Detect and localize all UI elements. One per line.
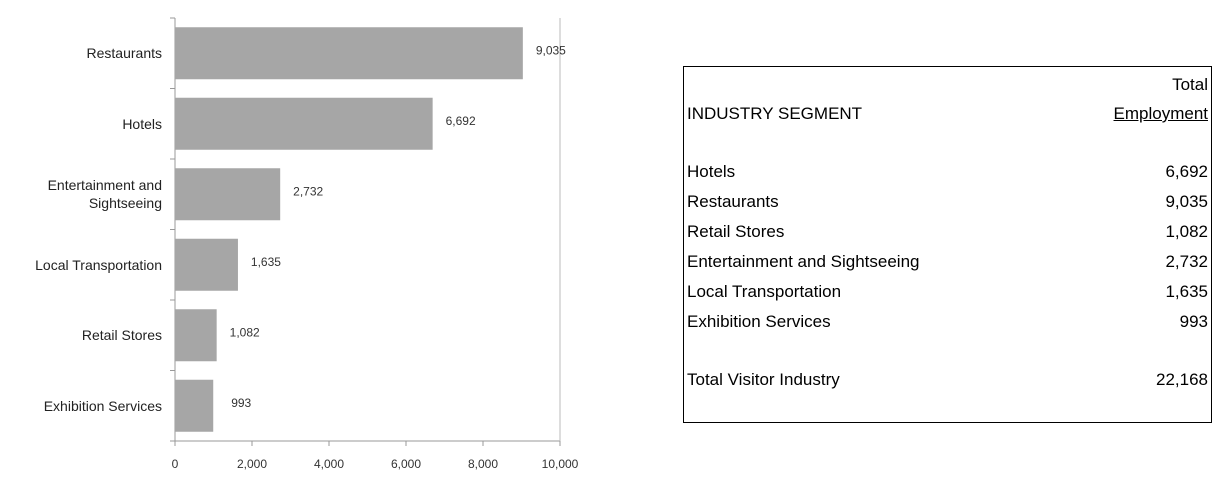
x-tick-label: 6,000 <box>391 457 421 471</box>
x-tick-label: 2,000 <box>237 457 267 471</box>
row-value: 1,082 <box>1165 222 1208 241</box>
row-label: Retail Stores <box>687 222 785 241</box>
total-label: Total Visitor Industry <box>687 370 840 389</box>
bar <box>175 97 433 150</box>
row-value: 993 <box>1179 312 1208 331</box>
row-label: Exhibition Services <box>687 312 831 331</box>
y-tick-label: Exhibition Services <box>43 397 162 414</box>
value-label: 2,732 <box>293 184 323 198</box>
y-tick-label: Retail Stores <box>81 327 162 344</box>
row-value: 1,635 <box>1165 282 1208 301</box>
row-label: Hotels <box>687 162 736 181</box>
y-tick-label: Hotels <box>122 115 162 132</box>
bar <box>175 309 217 362</box>
row-value: 6,692 <box>1165 162 1208 181</box>
row-label: Entertainment and Sightseeing <box>687 252 920 271</box>
total-header: Employment <box>1113 104 1208 123</box>
x-tick-label: 8,000 <box>468 457 498 471</box>
value-label: 6,692 <box>446 114 476 128</box>
row-value: 9,035 <box>1165 192 1208 211</box>
total-header: Total <box>1172 75 1208 94</box>
table: INDUSTRY SEGMENT Total Employment Total … <box>683 66 1212 423</box>
bar <box>175 379 214 432</box>
value-label: 9,035 <box>536 43 566 57</box>
y-tick-label: Local Transportation <box>35 256 162 273</box>
total-value: 22,168 <box>1156 370 1208 389</box>
value-label: 993 <box>231 396 251 410</box>
bar <box>175 27 523 80</box>
value-label: 1,635 <box>251 255 281 269</box>
row-label: Restaurants <box>687 192 779 211</box>
value-label: 1,082 <box>230 325 260 339</box>
bar <box>175 168 281 221</box>
bar <box>175 238 238 291</box>
x-tick-label: 4,000 <box>314 457 344 471</box>
x-tick-label: 0 <box>172 457 179 471</box>
row-label: Local Transportation <box>687 282 842 301</box>
segment-header: INDUSTRY SEGMENT <box>687 104 863 123</box>
y-tick-label: Entertainment and Sightseeing <box>47 177 162 212</box>
y-tick-label: Restaurants <box>86 45 162 62</box>
x-tick-label: 10,000 <box>542 457 579 471</box>
chart: 0 2,000 4,000 6,000 8,000 10,000 9,035 6,692 2,7… <box>170 17 579 471</box>
row-value: 2,732 <box>1165 252 1208 271</box>
